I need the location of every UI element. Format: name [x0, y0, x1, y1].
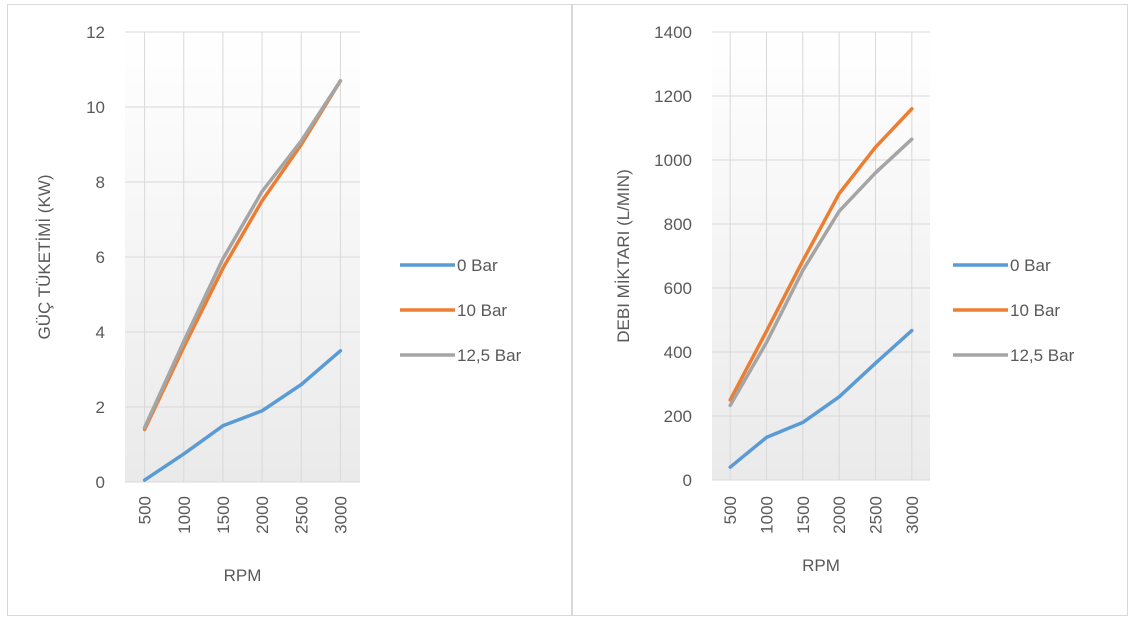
y-tick-label: 6 [96, 248, 105, 267]
series-line-10-bar [728, 107, 914, 402]
y-tick-label: 1200 [654, 87, 692, 106]
series-line-12-5-bar [142, 79, 343, 430]
y-tick-label: 600 [664, 279, 692, 298]
x-tick-label: 1500 [214, 496, 233, 534]
legend-label: 10 Bar [1010, 301, 1060, 320]
x-tick-label: 1500 [794, 496, 813, 534]
y-axis-title: GÜÇ TÜKETİMİ (KW) [35, 175, 54, 340]
series-line-12-5-bar [728, 137, 914, 408]
y-tick-label: 200 [664, 407, 692, 426]
chart-panel-power: 0 2 4 6 8 10 12 500 1000 1500 2000 2500 3000 GÜÇ TÜKE… [7, 4, 572, 616]
x-axis-title: RPM [802, 556, 840, 575]
x-tick-label: 500 [136, 496, 155, 524]
x-tick-label: 1000 [175, 496, 194, 534]
power-consumption-chart: 0 2 4 6 8 10 12 500 1000 1500 2000 2500 3000 GÜÇ TÜKE… [35, 23, 522, 585]
legend-label: 0 Bar [457, 256, 498, 275]
flow-rate-chart: 0 200 400 600 800 1000 1200 1400 500 1000 1500 2000… [614, 23, 1075, 575]
chart-panel-flow: 0 200 400 600 800 1000 1200 1400 500 1000 1500 2000… [572, 4, 1128, 616]
legend-label: 10 Bar [457, 301, 507, 320]
x-tick-label: 2000 [253, 496, 272, 534]
legend-label: 12,5 Bar [457, 346, 522, 365]
y-tick-label: 4 [96, 323, 105, 342]
y-tick-label: 0 [96, 473, 105, 492]
y-tick-label: 10 [86, 98, 105, 117]
x-tick-label: 1000 [758, 496, 777, 534]
x-axis-title: RPM [224, 566, 262, 585]
y-axis-title: DEBI MİKTARI (L/MIN) [614, 169, 633, 342]
y-tick-label: 1000 [654, 151, 692, 170]
x-tick-label: 500 [721, 496, 740, 524]
x-tick-label: 2000 [830, 496, 849, 534]
y-tick-label: 2 [96, 398, 105, 417]
y-tick-label: 0 [683, 471, 692, 490]
plot-area [712, 32, 930, 480]
legend-label: 12,5 Bar [1010, 346, 1075, 365]
y-tick-label: 1400 [654, 23, 692, 42]
x-tick-label: 3000 [903, 496, 922, 534]
y-tick-label: 400 [664, 343, 692, 362]
y-tick-label: 12 [86, 23, 105, 42]
x-tick-label: 2500 [867, 496, 886, 534]
y-tick-label: 8 [96, 173, 105, 192]
legend-label: 0 Bar [1010, 256, 1051, 275]
series-line-0-bar [142, 349, 343, 482]
x-tick-label: 2500 [292, 496, 311, 534]
x-tick-label: 3000 [331, 496, 350, 534]
series-line-0-bar [728, 328, 914, 469]
y-tick-label: 800 [664, 215, 692, 234]
